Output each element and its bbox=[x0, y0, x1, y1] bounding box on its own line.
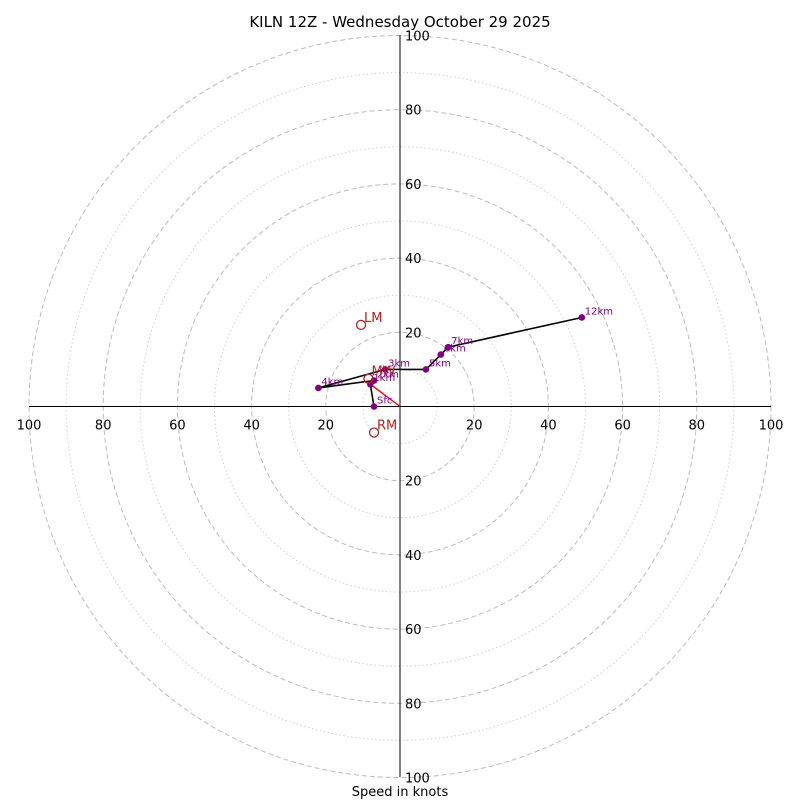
storm-motion-label: MW bbox=[371, 365, 395, 380]
storm-motion-markers: LM MW RM bbox=[355, 311, 397, 438]
y-tick-label-top: 20 bbox=[405, 326, 422, 341]
height-marker-label: 3km bbox=[388, 358, 410, 369]
storm-motion-circle bbox=[355, 319, 367, 331]
x-tick-label-right: 40 bbox=[540, 419, 557, 434]
x-tick-label-right: 60 bbox=[614, 419, 631, 434]
height-marker-label: 1km bbox=[373, 373, 395, 384]
y-tick-label-top: 80 bbox=[405, 104, 422, 119]
storm-motion-circle bbox=[363, 373, 374, 384]
storm-motion-label: RM bbox=[377, 418, 397, 433]
y-tick-label-bottom: 100 bbox=[405, 772, 430, 787]
x-tick-label-left: 20 bbox=[318, 419, 335, 434]
height-marker-label: 5km bbox=[429, 358, 451, 369]
height-marker-label: 4km bbox=[321, 377, 343, 388]
x-tick-label-left: 80 bbox=[95, 419, 112, 434]
y-tick-label-top: 100 bbox=[405, 30, 430, 45]
x-tick-label-left: 100 bbox=[17, 419, 42, 434]
tick-labels: 20 20 20 20 40 40 40 40 60 60 60 60 80 80 80 80 100 100 10… bbox=[17, 30, 784, 787]
x-axis-label: Speed in knots bbox=[352, 785, 449, 800]
height-marker-dot bbox=[578, 314, 586, 321]
y-tick-label-bottom: 80 bbox=[405, 697, 422, 712]
height-marker-dot bbox=[315, 384, 322, 392]
height-marker-label: Sfc bbox=[377, 396, 392, 407]
height-marker-dot bbox=[422, 366, 430, 373]
x-tick-label-right: 100 bbox=[759, 419, 784, 434]
height-marker-label: 12km bbox=[585, 306, 613, 317]
height-marker-label: 7km bbox=[451, 336, 473, 347]
height-marker-dot bbox=[437, 351, 445, 358]
chart-title: KILN 12Z - Wednesday October 29 2025 bbox=[249, 13, 550, 31]
x-tick-label-right: 80 bbox=[689, 419, 706, 434]
storm-motion-label: LM bbox=[364, 311, 382, 326]
x-tick-label-right: 20 bbox=[466, 419, 483, 434]
height-marker-label: 2km bbox=[377, 370, 399, 381]
y-tick-label-bottom: 40 bbox=[405, 549, 422, 564]
x-tick-label-left: 60 bbox=[169, 419, 186, 434]
x-tick-label-left: 40 bbox=[243, 419, 260, 434]
shear-vector-line bbox=[369, 383, 401, 408]
y-tick-label-top: 60 bbox=[405, 178, 422, 193]
y-tick-label-bottom: 60 bbox=[405, 623, 422, 638]
height-marker-dot bbox=[444, 343, 452, 351]
height-marker-label: 6km bbox=[444, 344, 466, 355]
y-tick-label-top: 40 bbox=[405, 252, 422, 267]
height-marker-dot bbox=[370, 403, 378, 410]
height-marker-dot bbox=[381, 366, 389, 373]
y-tick-label-bottom: 20 bbox=[405, 475, 422, 490]
storm-motion-circle bbox=[368, 427, 380, 438]
